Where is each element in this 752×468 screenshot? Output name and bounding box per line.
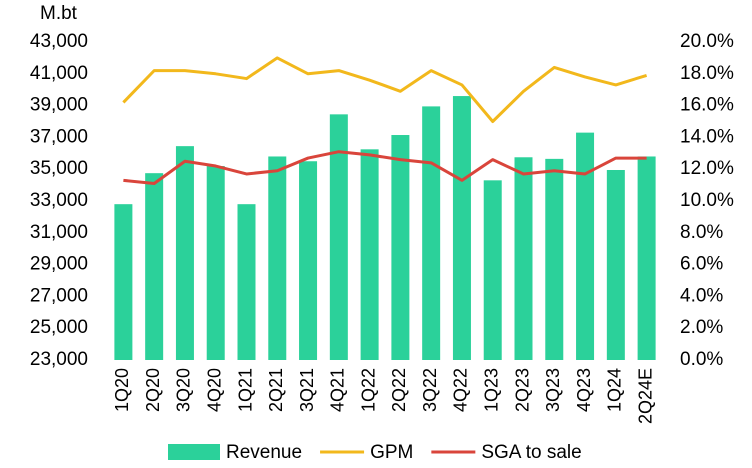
bar: [114, 204, 133, 360]
x-tick-label: 4Q21: [328, 368, 348, 412]
x-tick-label: 1Q24: [605, 368, 625, 412]
bar: [237, 204, 256, 360]
y2-tick-label: 20.0%: [680, 31, 734, 52]
y2-tick-label: 16.0%: [680, 95, 734, 116]
x-tick-label: 4Q22: [451, 368, 471, 412]
y2-tick-label: 2.0%: [680, 317, 723, 338]
bar: [606, 169, 625, 360]
y2-tick-label: 18.0%: [680, 63, 734, 84]
y-tick-label: 33,000: [30, 190, 88, 211]
bar: [175, 146, 194, 360]
x-tick-label: 4Q20: [204, 368, 224, 412]
bar: [514, 157, 533, 360]
x-tick-label: 2Q24E: [635, 368, 655, 424]
x-tick-label: 4Q23: [574, 368, 594, 412]
x-tick-label: 3Q22: [420, 368, 440, 412]
x-tick-label: 1Q21: [235, 368, 255, 412]
x-tick-label: 2Q22: [389, 368, 409, 412]
y2-tick-label: 4.0%: [680, 285, 723, 306]
y-tick-label: 37,000: [30, 126, 88, 147]
bar: [483, 180, 502, 360]
x-tick-label: 3Q23: [543, 368, 563, 412]
bar: [268, 156, 287, 360]
bar: [145, 173, 164, 360]
x-tick-label: 2Q20: [143, 368, 163, 412]
legend-label: GPM: [370, 442, 413, 463]
legend-label: SGA to sale: [481, 442, 581, 463]
y-tick-label: 27,000: [30, 285, 88, 306]
x-tick-label: 1Q23: [481, 368, 501, 412]
bar: [360, 149, 379, 360]
x-tick-label: 1Q22: [358, 368, 378, 412]
y-tick-label: 43,000: [30, 31, 88, 52]
y-tick-label: 25,000: [30, 317, 88, 338]
x-tick-label: 3Q20: [174, 368, 194, 412]
y-axis-unit: M.bt: [40, 3, 78, 24]
y2-tick-label: 6.0%: [680, 254, 723, 275]
y2-tick-label: 12.0%: [680, 158, 734, 179]
y2-tick-label: 14.0%: [680, 126, 734, 147]
line: [123, 150, 647, 186]
bar: [576, 132, 595, 360]
x-tick-label: 3Q21: [297, 368, 317, 412]
y-tick-label: 31,000: [30, 222, 88, 243]
x-tick-label: 2Q23: [512, 368, 532, 412]
bar: [452, 96, 471, 360]
bar: [206, 166, 225, 360]
legend-swatch: [168, 444, 220, 460]
bar: [299, 161, 318, 360]
bar: [329, 114, 348, 360]
legend-label: Revenue: [226, 442, 302, 463]
y2-tick-label: 0.0%: [680, 349, 723, 370]
bar: [545, 158, 564, 360]
y-tick-label: 35,000: [30, 158, 88, 179]
y-tick-label: 29,000: [30, 254, 88, 275]
y-tick-label: 23,000: [30, 349, 88, 370]
y2-tick-label: 10.0%: [680, 190, 734, 211]
y2-tick-label: 8.0%: [680, 222, 723, 243]
bar: [422, 106, 441, 361]
y-tick-label: 41,000: [30, 63, 88, 84]
line: [122, 56, 648, 123]
bar: [391, 135, 410, 360]
x-tick-label: 1Q20: [112, 368, 132, 412]
x-tick-label: 2Q21: [266, 368, 286, 412]
y-tick-label: 39,000: [30, 95, 88, 116]
bar: [637, 156, 656, 360]
